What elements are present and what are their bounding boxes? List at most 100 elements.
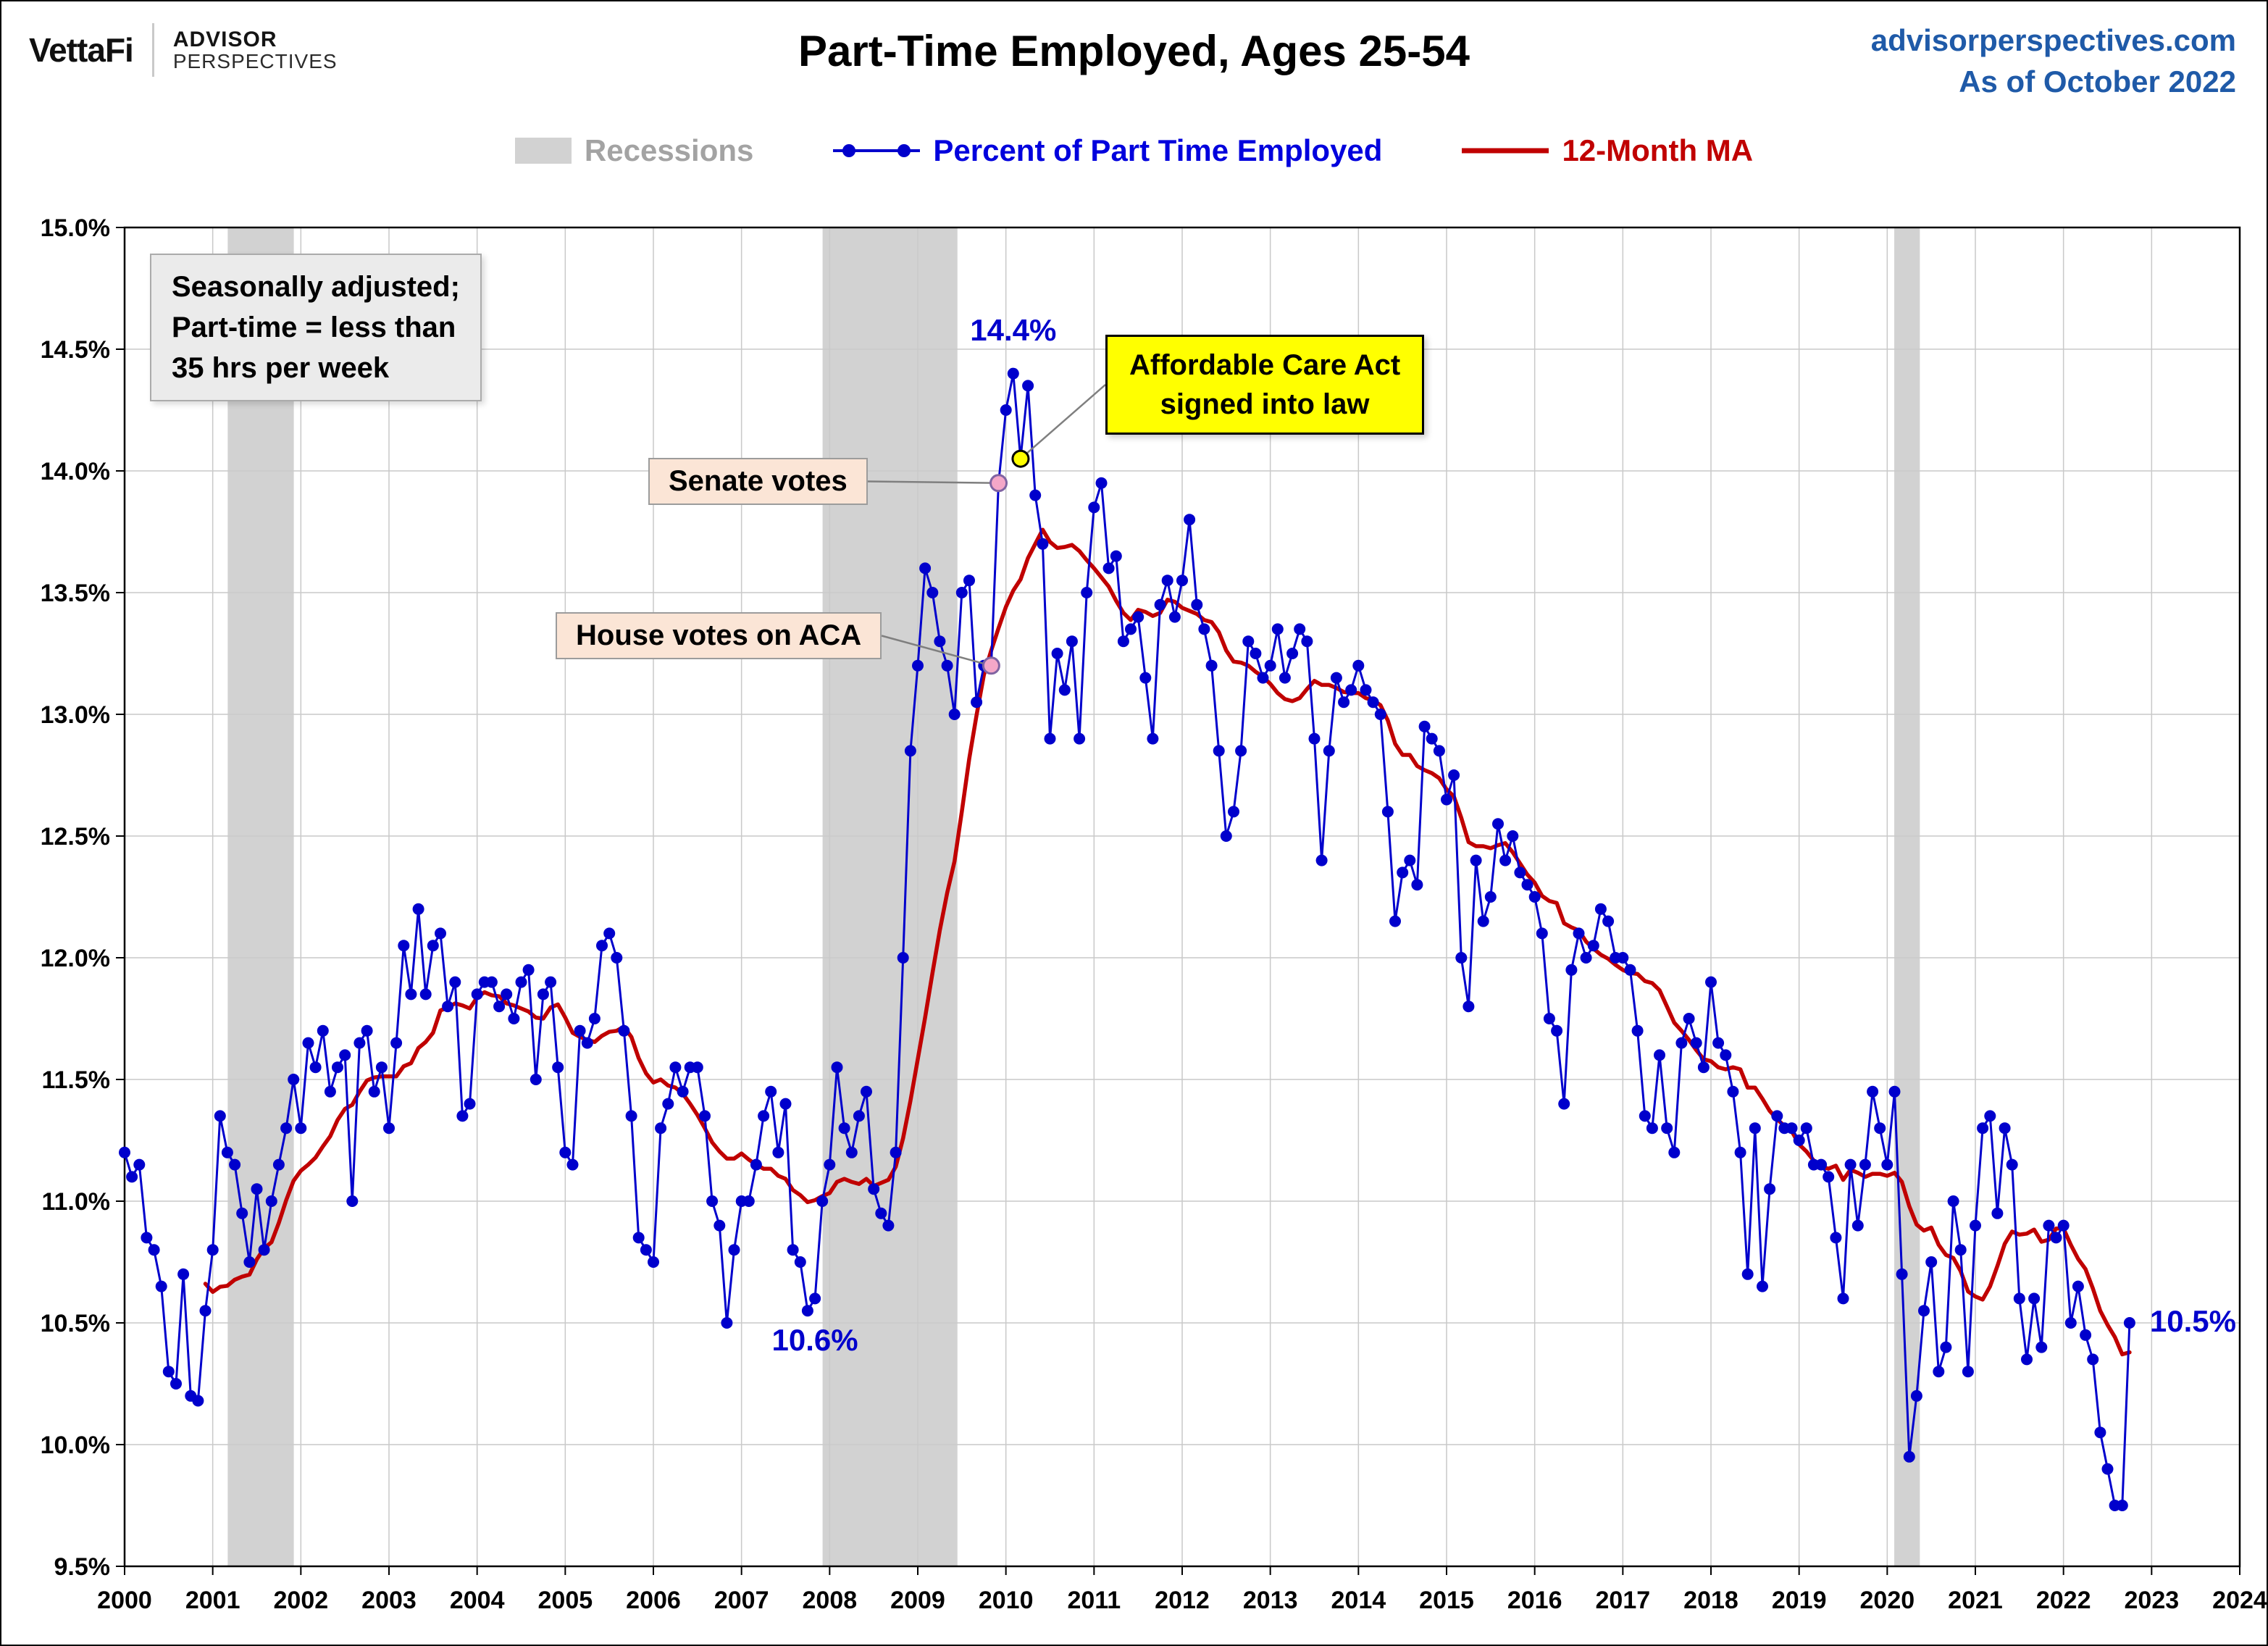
data-point (1132, 611, 1145, 623)
senate-votes-callout: Senate votes (648, 458, 868, 505)
ma-line (203, 527, 2132, 1357)
y-axis-label: 9.5% (54, 1553, 111, 1581)
data-point (2123, 1317, 2135, 1329)
data-point (691, 1061, 703, 1074)
data-point (816, 1195, 829, 1207)
seasonal-note-box: Seasonally adjusted; Part-time = less th… (150, 254, 482, 401)
x-axis-label: 2023 (2125, 1587, 2180, 1614)
data-point (1551, 1024, 1563, 1037)
data-point (1411, 879, 1423, 891)
data-point (1433, 745, 1445, 757)
data-point (603, 927, 616, 940)
data-point (677, 1085, 689, 1098)
data-point (1367, 696, 1379, 709)
data-point (1881, 1158, 1894, 1171)
data-point (449, 976, 461, 988)
data-point (596, 940, 608, 952)
senate_votes-marker (989, 474, 1008, 493)
data-point (2013, 1292, 2025, 1305)
data-point (890, 1146, 902, 1158)
data-point (1727, 1085, 1739, 1098)
data-point (1521, 879, 1533, 891)
data-point (1631, 1024, 1644, 1037)
data-point (794, 1256, 806, 1268)
data-point (1051, 648, 1063, 659)
aca_signed-connector (1020, 384, 1106, 460)
data-point (721, 1317, 733, 1329)
line-with-markers-icon (833, 144, 921, 157)
data-point (1867, 1085, 1879, 1098)
data-point (1499, 854, 1512, 866)
data-point (611, 952, 623, 964)
data-point (648, 1256, 659, 1268)
data-point (1528, 891, 1541, 903)
data-point (1154, 598, 1166, 611)
logo-divider (151, 23, 154, 77)
data-point (1514, 866, 1526, 879)
data-point (258, 1244, 270, 1256)
vettafi-wordmark: VettaFi (29, 31, 134, 69)
data-point (1639, 1110, 1651, 1122)
data-point (119, 1146, 130, 1158)
data-point (1147, 732, 1159, 745)
x-axis-label: 2019 (1772, 1587, 1827, 1614)
data-point (1977, 1122, 1989, 1135)
y-axis-label: 10.0% (41, 1432, 110, 1459)
data-point (1594, 903, 1607, 915)
data-point (1646, 1122, 1658, 1135)
data-point (948, 709, 961, 720)
data-point (1205, 659, 1218, 672)
y-axis-label: 14.0% (41, 458, 110, 485)
data-point (1330, 672, 1342, 684)
data-point (669, 1061, 682, 1074)
data-point (1176, 575, 1188, 587)
legend-percent-label: Percent of Part Time Employed (933, 133, 1383, 167)
x-axis-label: 2002 (274, 1587, 329, 1614)
data-point (655, 1122, 667, 1135)
data-point (934, 635, 946, 648)
x-axis-label: 2015 (1419, 1587, 1474, 1614)
data-point (1044, 732, 1056, 745)
y-axis-label: 14.5% (41, 336, 110, 364)
data-point (229, 1158, 241, 1171)
data-point (1250, 648, 1262, 659)
legend-item-12-month-ma: 12-Month MA (1462, 133, 1753, 168)
data-point (1991, 1207, 2004, 1219)
data-point (405, 988, 417, 1000)
data-point (588, 1013, 601, 1024)
data-point (1102, 562, 1115, 575)
data-point (1470, 854, 1482, 866)
data-point (1999, 1122, 2011, 1135)
low-2007-value-label: 10.6% (771, 1323, 858, 1358)
data-point (390, 1037, 403, 1049)
data-point (2094, 1426, 2106, 1439)
data-point (346, 1195, 359, 1207)
data-point (1874, 1122, 1886, 1135)
data-point (1264, 659, 1276, 672)
data-point (1117, 635, 1129, 648)
data-point (221, 1146, 233, 1158)
data-point (824, 1158, 836, 1171)
data-point (875, 1207, 887, 1219)
data-point (662, 1098, 674, 1110)
data-point (714, 1219, 726, 1232)
data-point (831, 1061, 843, 1074)
data-point (1587, 940, 1599, 952)
data-point (1198, 623, 1210, 635)
data-point (787, 1244, 799, 1256)
data-point (471, 988, 483, 1000)
data-point (706, 1195, 719, 1207)
data-point (309, 1061, 322, 1074)
data-point (456, 1110, 469, 1122)
aca_signed-marker (1011, 449, 1030, 468)
data-point (1492, 818, 1504, 830)
data-point (1918, 1305, 1930, 1317)
data-point (882, 1219, 895, 1232)
x-axis-label: 2018 (1683, 1587, 1738, 1614)
data-point (1602, 915, 1615, 927)
data-point (435, 927, 446, 940)
data-point (361, 1024, 373, 1037)
data-point (765, 1085, 777, 1098)
data-point (2116, 1500, 2128, 1511)
